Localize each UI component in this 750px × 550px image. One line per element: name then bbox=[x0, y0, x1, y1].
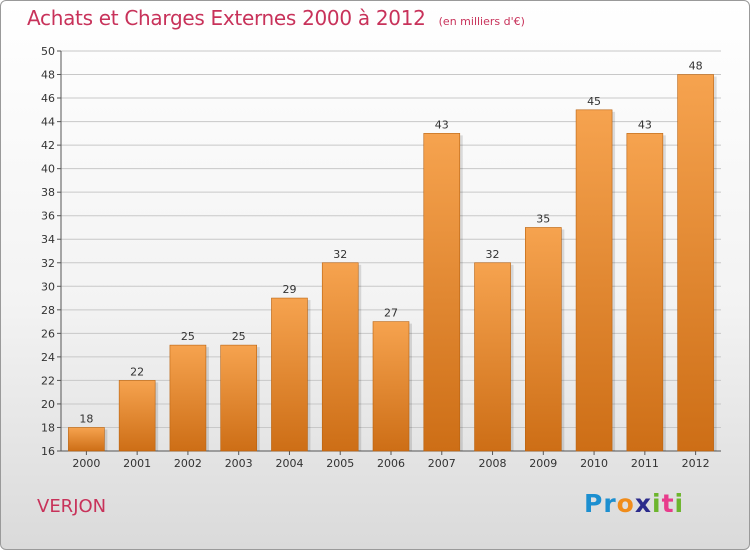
value-label: 35 bbox=[536, 212, 550, 225]
logo-letter: t bbox=[661, 489, 675, 518]
logo-letter: x bbox=[634, 489, 652, 518]
x-tick-label: 2009 bbox=[529, 457, 557, 470]
bar bbox=[169, 344, 207, 452]
y-tick-label: 24 bbox=[41, 351, 55, 364]
value-label: 45 bbox=[587, 95, 601, 108]
value-label: 18 bbox=[79, 412, 93, 425]
logo-letter: i bbox=[652, 489, 662, 518]
y-tick-label: 28 bbox=[41, 304, 55, 317]
y-tick-label: 48 bbox=[41, 69, 55, 82]
x-tick-label: 2000 bbox=[72, 457, 100, 470]
x-tick-label: 2003 bbox=[225, 457, 253, 470]
value-label: 27 bbox=[384, 307, 398, 320]
proxiti-logo[interactable]: Proxiti bbox=[584, 489, 684, 518]
y-tick-label: 30 bbox=[41, 280, 55, 293]
x-tick-label: 2012 bbox=[682, 457, 710, 470]
x-tick-label: 2010 bbox=[580, 457, 608, 470]
commune-name: VERJON bbox=[37, 496, 107, 517]
bar bbox=[525, 227, 562, 452]
x-tick-label: 2004 bbox=[275, 457, 303, 470]
x-tick-label: 2007 bbox=[428, 457, 456, 470]
y-tick-label: 40 bbox=[41, 163, 55, 176]
bars bbox=[68, 74, 717, 452]
y-tick-label: 42 bbox=[41, 139, 55, 152]
value-label: 48 bbox=[689, 60, 703, 73]
y-tick-label: 16 bbox=[41, 445, 55, 458]
value-label: 32 bbox=[486, 248, 500, 261]
x-tick-label: 2006 bbox=[377, 457, 405, 470]
bar bbox=[474, 262, 511, 452]
y-tick-label: 46 bbox=[41, 92, 55, 105]
labels: 18 2000 22 2001 25 2002 25 2003 29 2004 32 2005 27 20… bbox=[72, 60, 709, 470]
y-tick-label: 38 bbox=[41, 186, 55, 199]
bar bbox=[271, 297, 308, 452]
y-tick-label: 36 bbox=[41, 210, 55, 223]
bar bbox=[677, 74, 714, 452]
value-label: 22 bbox=[130, 365, 144, 378]
x-tick-label: 2005 bbox=[326, 457, 354, 470]
chart-subtitle: (en milliers d'€) bbox=[438, 15, 525, 28]
value-label: 25 bbox=[232, 330, 246, 343]
bar bbox=[220, 344, 257, 452]
logo-letter: r bbox=[603, 489, 617, 518]
x-tick-label: 2008 bbox=[479, 457, 507, 470]
bar bbox=[372, 321, 410, 452]
bar bbox=[118, 380, 156, 452]
bar bbox=[321, 262, 359, 452]
y-tick-label: 22 bbox=[41, 374, 55, 387]
value-label: 43 bbox=[435, 118, 449, 131]
logo-letter: P bbox=[584, 489, 604, 518]
logo-letter: o bbox=[616, 489, 635, 518]
title-row: Achats et Charges Externes 2000 à 2012 (… bbox=[27, 6, 525, 30]
value-label: 29 bbox=[282, 283, 296, 296]
y-tick-label: 26 bbox=[41, 327, 55, 340]
bar bbox=[423, 133, 461, 452]
y-tick-label: 18 bbox=[41, 421, 55, 434]
bar bbox=[68, 427, 105, 452]
y-tick-label: 20 bbox=[41, 398, 55, 411]
value-label: 25 bbox=[181, 330, 195, 343]
x-tick-label: 2002 bbox=[174, 457, 202, 470]
value-label: 32 bbox=[333, 248, 347, 261]
y-tick-label: 32 bbox=[41, 257, 55, 270]
value-label: 43 bbox=[638, 118, 652, 131]
y-tick-label: 44 bbox=[41, 116, 55, 129]
y-tick-label: 34 bbox=[41, 233, 55, 246]
bar bbox=[626, 133, 664, 452]
logo-letter: i bbox=[674, 489, 685, 518]
x-tick-label: 2011 bbox=[631, 457, 659, 470]
chart-title: Achats et Charges Externes 2000 à 2012 bbox=[27, 6, 426, 30]
y-tick-label: 50 bbox=[41, 45, 55, 58]
x-tick-label: 2001 bbox=[123, 457, 151, 470]
bar bbox=[575, 109, 613, 452]
